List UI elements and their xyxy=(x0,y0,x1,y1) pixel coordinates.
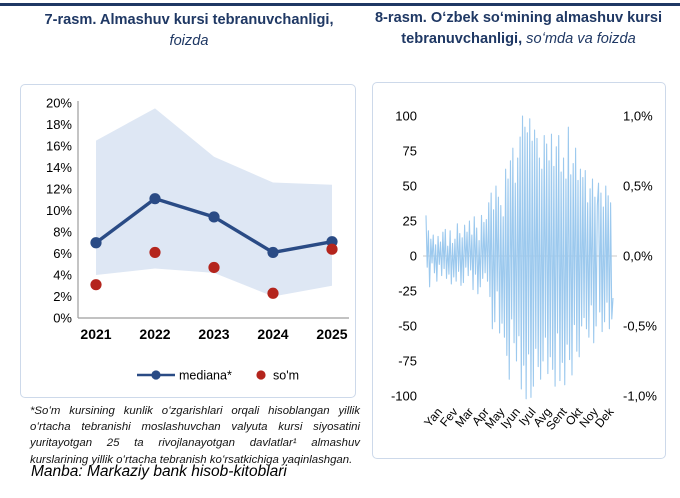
som-dot xyxy=(149,246,161,259)
right-axis-tick-label: 0,0% xyxy=(623,249,653,264)
footnote-text: *Soʻm kursining kunlik oʻzgarishlari orq… xyxy=(30,405,360,466)
mediana-marker xyxy=(208,211,220,223)
y-tick-label: 0% xyxy=(53,311,72,326)
daily-volatility-chart: 100 75 50 25 0 -25 -50 -75 -100 1,0% 0,5% 0,0% -0,5%… xyxy=(391,109,657,433)
som-dot xyxy=(208,261,220,274)
mediana-marker xyxy=(90,237,102,249)
x-tick-label: 2024 xyxy=(257,326,288,342)
x-tick-label: 2022 xyxy=(139,326,170,342)
right-axis-tick-label: -0,5% xyxy=(623,319,657,334)
legend-mediana-label: mediana* xyxy=(179,369,232,383)
left-axis-tick-label: -100 xyxy=(391,389,417,404)
y-tick-label: 20% xyxy=(46,96,72,111)
y-tick-label: 2% xyxy=(53,289,72,304)
source-line: Manba: Markaziy bank hisob-kitoblari xyxy=(31,463,287,480)
y-tick-label: 6% xyxy=(53,246,72,261)
left-axis-tick-label: 75 xyxy=(403,144,417,159)
left-axis-tick-label: -25 xyxy=(398,284,417,299)
daily-volatility-chart-panel: 100 75 50 25 0 -25 -50 -75 -100 1,0% 0,5% 0,0% -0,5%… xyxy=(372,82,666,459)
legend-som-marker xyxy=(256,370,266,380)
x-tick-label: 2025 xyxy=(316,326,347,342)
y-tick-label: 8% xyxy=(53,225,72,240)
range-line-chart: 0% 2% 4% 6% 8% 10% 12% 14% 16% 18% 20% 2021 2022 2023… xyxy=(46,96,349,383)
volatility-range-chart-panel: 0% 2% 4% 6% 8% 10% 12% 14% 16% 18% 20% 2021 2022 2023… xyxy=(20,84,356,398)
left-chart-title: 7-rasm. Almashuv kursi tebranuvchanligi,… xyxy=(18,10,360,51)
x-tick-label: 2023 xyxy=(198,326,229,342)
x-tick-label: 2021 xyxy=(80,326,111,342)
left-chart-svg-host: 0% 2% 4% 6% 8% 10% 12% 14% 16% 18% 20% 2021 2022 2023… xyxy=(21,87,355,397)
left-axis-tick-label: -75 xyxy=(398,354,417,369)
y-tick-label: 10% xyxy=(46,203,72,218)
left-axis-tick-label: -50 xyxy=(398,319,417,334)
left-axis-tick-label: 25 xyxy=(403,214,417,229)
left-chart-title-bold: 7-rasm. Almashuv kursi tebranuvchanligi, xyxy=(44,12,334,28)
y-tick-label: 4% xyxy=(53,268,72,283)
mediana-marker xyxy=(267,246,279,259)
som-dot xyxy=(267,287,279,299)
left-chart-title-unit: foizda xyxy=(169,32,209,49)
legend-som-label: so'm xyxy=(273,369,299,383)
y-tick-label: 18% xyxy=(46,117,72,132)
right-chart-title-bold: 8-rasm. Oʻzbek soʻmining almashuv kursi … xyxy=(374,10,663,47)
right-axis-tick-label: -1,0% xyxy=(623,389,657,404)
som-dot xyxy=(326,243,338,255)
month-tick-label: Dek xyxy=(592,404,617,430)
y-tick-label: 14% xyxy=(46,160,72,175)
legend-mediana-marker xyxy=(151,370,161,380)
left-axis-tick-label: 100 xyxy=(395,109,417,124)
mediana-marker xyxy=(149,193,161,205)
right-chart-title-unit: soʻmda va foizda xyxy=(522,30,636,47)
left-axis-tick-label: 0 xyxy=(410,249,417,264)
left-axis-tick-label: 50 xyxy=(403,179,417,194)
right-chart-svg-host: 100 75 50 25 0 -25 -50 -75 -100 1,0% 0,5% 0,0% -0,5%… xyxy=(373,85,665,458)
right-chart-title: 8-rasm. Oʻzbek soʻmining almashuv kursi … xyxy=(372,8,665,49)
som-dot xyxy=(90,279,102,291)
y-tick-label: 16% xyxy=(46,139,72,154)
right-axis-tick-label: 0,5% xyxy=(623,179,653,194)
top-divider-rule xyxy=(0,3,680,6)
right-axis-tick-label: 1,0% xyxy=(623,109,653,124)
y-tick-label: 12% xyxy=(46,182,72,197)
daily-change-line xyxy=(425,115,614,400)
